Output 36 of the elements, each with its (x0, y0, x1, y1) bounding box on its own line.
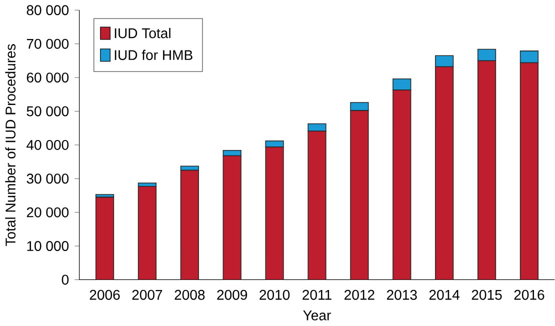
bar (180, 170, 199, 280)
x-tick-label: 2014 (429, 290, 460, 300)
y-tick-label: 30 000 (26, 174, 69, 184)
bar (95, 197, 114, 280)
x-tick-label: 2011 (302, 290, 332, 300)
x-tick-label: 2008 (174, 290, 205, 300)
bar (435, 66, 454, 280)
bar (308, 130, 326, 280)
y-tick-label: 70 000 (26, 39, 69, 50)
x-tick-label: 2007 (132, 290, 162, 300)
bar (138, 186, 157, 280)
x-tick-label: 2016 (514, 290, 544, 300)
x-axis-title: Year (303, 310, 331, 321)
bar (350, 110, 369, 280)
y-tick-label: 80 000 (26, 5, 69, 16)
x-tick-label: 2013 (386, 290, 417, 300)
y-tick-label: 60 000 (26, 72, 69, 83)
bar (265, 146, 284, 280)
x-tick-label: 2012 (344, 290, 374, 300)
y-tick-label: 0 (62, 274, 69, 285)
bar (392, 90, 412, 280)
legend-label: IUD for HMB (114, 50, 192, 60)
x-tick-label: 2010 (260, 290, 290, 300)
y-tick-label: 10 000 (27, 241, 69, 252)
bar (477, 60, 496, 280)
y-tick-label: 40 000 (26, 140, 69, 150)
bar (392, 78, 412, 91)
bar (222, 156, 242, 280)
y-tick-label: 50 000 (26, 106, 69, 116)
y-tick-label: 20 000 (26, 208, 69, 218)
y-axis-title: Total Number of IUD Procedures (5, 44, 16, 246)
legend-label: IUD Total (114, 28, 170, 38)
x-tick-label: 2009 (217, 290, 248, 300)
x-tick-label: 2006 (90, 290, 120, 300)
bar (520, 62, 539, 280)
x-tick-label: 2015 (472, 290, 502, 300)
